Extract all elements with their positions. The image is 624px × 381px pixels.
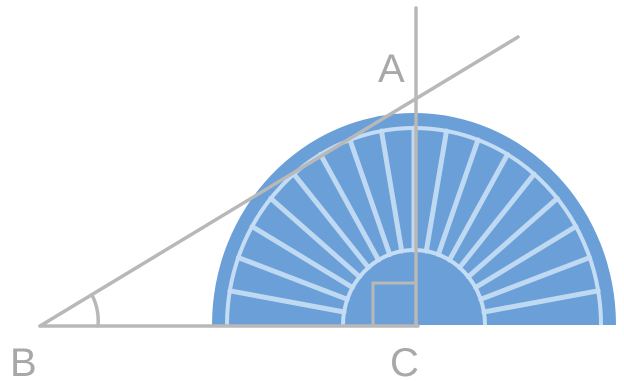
protractor-graduation-line [347,137,393,257]
protractor-graduation-line [235,255,350,302]
protractor-graduation-line [291,171,371,270]
protractor-graduation-line [481,288,601,315]
protractor [212,113,616,326]
protractor-graduation-line [457,171,537,270]
point-label-a: A [378,47,405,91]
angle-b-arc [90,293,100,328]
protractor-graduation-line [227,288,347,315]
protractor-graduation-line [379,128,405,254]
protractor-graduation-line [473,224,579,290]
protractor-graduation-line [478,255,593,302]
protractor-outer-scale-arc [225,126,603,326]
point-label-c: C [390,341,419,381]
protractor-graduation-line [465,195,560,280]
construction-lines [38,6,520,328]
right-angle-mark-c [371,281,418,328]
protractor-center-arc [341,248,487,326]
protractor-graduation-line [447,151,510,263]
protractor-graduations [227,125,601,315]
protractor-graduation-line [268,195,363,280]
line-through-b-and-a [38,35,520,328]
protractor-graduation-line [423,128,449,254]
protractor-graduation-line [318,151,381,263]
protractor-graduation-line [435,137,481,257]
protractor-graduation-line [249,224,355,290]
point-label-b: B [10,341,37,381]
